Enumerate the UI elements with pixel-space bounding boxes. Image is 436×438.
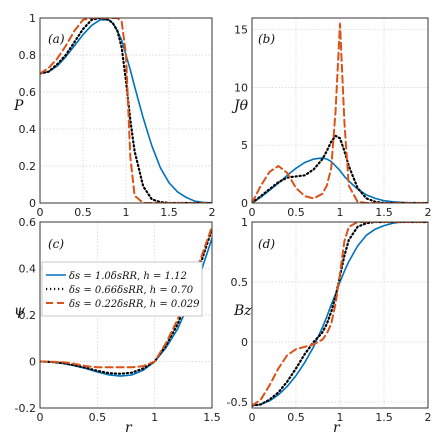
panel-a: 0 0.5 1 1.5 2 0 0.2 0.4 0.6 0.8 1 P (a) <box>13 12 216 219</box>
xtick-label: 1 <box>151 411 158 424</box>
panel-d-xlabel: r <box>333 420 341 436</box>
xtick-label: 0 <box>37 206 44 219</box>
panel-b: 0 0.5 1 1.5 2 0 5 10 15 Jθ (b) <box>231 17 432 219</box>
ytick-label: -0.2 <box>15 402 36 415</box>
panel-c-xlabel: r <box>125 420 133 436</box>
ytick-label: 0.8 <box>19 49 37 62</box>
ytick-label: 0.4 <box>19 263 37 276</box>
axes-box <box>251 221 429 409</box>
panel-c-ylabel: ψ <box>14 303 26 319</box>
xtick-label: 1.5 <box>375 411 393 424</box>
ytick-label: 0 <box>29 356 36 369</box>
panel-d-ylabel: Bz <box>233 303 252 319</box>
series-line-3 <box>252 22 428 203</box>
panel-a-label: (a) <box>48 32 65 46</box>
ytick-label: 10 <box>234 81 248 94</box>
xtick-label: 2 <box>425 206 432 219</box>
series-line-1 <box>40 18 212 203</box>
panel-a-ylabel: P <box>13 98 24 114</box>
legend-entry-2: δs = 0.66δsRR, h = 0.70 <box>69 285 194 296</box>
ytick-label: 1 <box>241 216 248 229</box>
xtick-label: 0 <box>249 206 256 219</box>
panel-c: 0 0.5 1 1.5-0.200.20.40.6 ψ r (c) <box>14 216 221 436</box>
ytick-label: 1 <box>29 12 36 25</box>
xtick-label: 1 <box>337 411 344 424</box>
ytick-label: 0.2 <box>19 160 37 173</box>
axes-box <box>251 17 429 204</box>
xtick-label: 1.5 <box>160 206 178 219</box>
xtick-label: 0.5 <box>89 411 107 424</box>
series-line-3 <box>252 222 428 407</box>
axes-box <box>39 221 213 409</box>
panel-b-label: (b) <box>258 32 275 46</box>
axes-box <box>39 17 213 204</box>
legend-entry-3: δs = 0.22δsRR, h = 0.029 <box>69 299 200 310</box>
xtick-label: 0.5 <box>287 411 305 424</box>
xtick-label: 1 <box>123 206 130 219</box>
xtick-label: 0 <box>249 411 256 424</box>
ytick-label: 15 <box>234 24 248 37</box>
panel-d: 0 0.5 1 1.5 2-0.500.51 Bz r (d) <box>227 216 432 436</box>
xtick-label: 2 <box>209 206 216 219</box>
panel-b-plot: 0 0.5 1 1.5 2 0 5 10 15 <box>234 17 432 219</box>
ytick-label: 5 <box>241 139 248 152</box>
xtick-label: 1.5 <box>203 411 221 424</box>
ytick-label: 0 <box>241 197 248 210</box>
xtick-label: 1.5 <box>375 206 393 219</box>
series-line-2 <box>40 18 212 203</box>
legend-box <box>41 261 203 317</box>
ytick-label: -0.5 <box>227 396 248 409</box>
xtick-label: 1 <box>337 206 344 219</box>
xtick-label: 0.5 <box>287 206 305 219</box>
ytick-label: 0.5 <box>231 276 249 289</box>
xtick-label: 0.5 <box>74 206 92 219</box>
ytick-label: 0 <box>29 197 36 210</box>
panel-c-plot: 0 0.5 1 1.5-0.200.20.40.6 <box>15 216 221 424</box>
ytick-label: 0.2 <box>19 309 37 322</box>
series-line-2 <box>252 134 428 203</box>
legend: δs = 1.0δsRR, h = 1.12 δs = 0.66δsRR, h … <box>41 261 203 317</box>
panel-d-label: (d) <box>258 237 275 251</box>
xtick-label: 0 <box>37 411 44 424</box>
ytick-label: 0 <box>241 336 248 349</box>
panel-a-plot: 0 0.5 1 1.5 2 0 0.2 0.4 0.6 0.8 1 <box>19 12 216 219</box>
panel-b-ylabel: Jθ <box>231 98 249 114</box>
series-line-3 <box>40 18 212 203</box>
ytick-label: 0.6 <box>19 216 37 229</box>
ytick-label: 0.6 <box>19 86 37 99</box>
xtick-label: 2 <box>425 411 432 424</box>
ytick-label: 0.4 <box>19 123 37 136</box>
panel-d-plot: 0 0.5 1 1.5 2-0.500.51 <box>227 216 432 424</box>
legend-entry-1: δs = 1.0δsRR, h = 1.12 <box>69 271 187 282</box>
panel-c-label: (c) <box>48 237 64 251</box>
